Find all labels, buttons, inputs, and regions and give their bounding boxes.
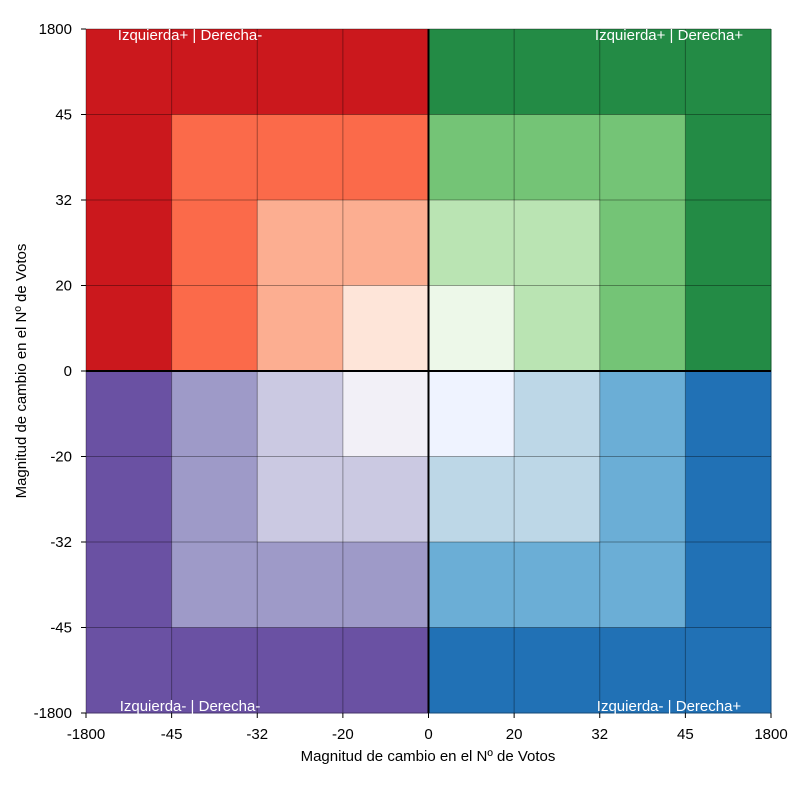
quadrant-label-top-right: Izquierda+ | Derecha+ (595, 27, 743, 44)
heatmap-cell-r7-c3 (342, 627, 429, 714)
heatmap-cell-r7-c5 (514, 627, 601, 714)
heatmap-cell-r1-c4 (428, 114, 515, 201)
heatmap-cell-r7-c0 (86, 627, 173, 714)
x-tick-label: 20 (506, 726, 523, 743)
heatmap-cell-r6-c6 (599, 542, 686, 628)
x-tick-label: -20 (332, 726, 354, 743)
quadrant-label-bottom-right: Izquierda- | Derecha+ (597, 698, 742, 715)
heatmap-cell-r5-c5 (514, 456, 601, 543)
heatmap-cell-r4-c1 (171, 371, 258, 457)
x-tick-label: 0 (424, 726, 432, 743)
heatmap-cell-r5-c4 (428, 456, 515, 543)
heatmap-cell-r5-c2 (257, 456, 344, 543)
heatmap-cell-r7-c1 (171, 627, 258, 714)
heatmap-cell-r5-c7 (685, 456, 772, 543)
y-tick-label: -45 (50, 620, 72, 637)
heatmap-cell-r4-c2 (257, 371, 344, 457)
heatmap-cell-r1-c1 (171, 114, 258, 201)
center-axes (86, 29, 771, 713)
x-tick-label: -45 (161, 726, 183, 743)
heatmap-cell-r6-c4 (428, 542, 515, 628)
heatmap-cell-r6-c0 (86, 542, 173, 628)
heatmap-cell-r2-c0 (86, 200, 173, 286)
heatmap-cell-r0-c6 (599, 29, 686, 115)
heatmap-cell-r2-c7 (685, 200, 772, 286)
heatmap-cell-r3-c7 (685, 285, 772, 372)
heatmap-cell-r1-c7 (685, 114, 772, 201)
heatmap-cell-r3-c5 (514, 285, 601, 372)
x-tick-label: -1800 (67, 726, 105, 743)
heatmap-cell-r7-c7 (685, 627, 772, 714)
heatmap-cell-r5-c1 (171, 456, 258, 543)
heatmap-cell-r0-c3 (342, 29, 429, 115)
heatmap-cell-r1-c2 (257, 114, 344, 201)
x-tick-label: 45 (677, 726, 694, 743)
heatmap-cell-r4-c4 (428, 371, 515, 457)
quadrant-label-bottom-left: Izquierda- | Derecha- (120, 698, 261, 715)
heatmap-cells (86, 29, 772, 714)
x-axis-title: Magnitud de cambio en el Nº de Votos (301, 748, 556, 765)
heatmap-cell-r2-c2 (257, 200, 344, 286)
heatmap-cell-r7-c6 (599, 627, 686, 714)
heatmap-cell-r3-c1 (171, 285, 258, 372)
heatmap-cell-r6-c2 (257, 542, 344, 628)
heatmap-cell-r7-c2 (257, 627, 344, 714)
y-tick-label: -20 (50, 449, 72, 466)
heatmap-cell-r7-c4 (428, 627, 515, 714)
heatmap-cell-r3-c0 (86, 285, 173, 372)
heatmap-cell-r5-c0 (86, 456, 173, 543)
y-tick-label: -32 (50, 534, 72, 551)
y-axis-title: Magnitud de cambio en el Nº de Votos (13, 244, 30, 499)
heatmap-cell-r6-c3 (342, 542, 429, 628)
heatmap-cell-r5-c6 (599, 456, 686, 543)
heatmap-cell-r3-c2 (257, 285, 344, 372)
heatmap-cell-r6-c1 (171, 542, 258, 628)
heatmap-cell-r1-c6 (599, 114, 686, 201)
y-tick-label: 32 (55, 192, 72, 209)
x-tick-label: 32 (591, 726, 608, 743)
heatmap-cell-r6-c5 (514, 542, 601, 628)
x-tick-labels: -1800 -45 -32 -20 0 20 32 45 1800 (67, 713, 788, 743)
heatmap-cell-r1-c0 (86, 114, 173, 201)
heatmap-cell-r0-c0 (86, 29, 173, 115)
y-tick-label: 45 (55, 107, 72, 124)
heatmap-cell-r4-c6 (599, 371, 686, 457)
heatmap-cell-r6-c7 (685, 542, 772, 628)
heatmap-cell-r1-c5 (514, 114, 601, 201)
x-tick-label: 1800 (754, 726, 787, 743)
y-tick-labels: 1800 45 32 20 0 -20 -32 -45 -1800 (34, 21, 86, 722)
y-tick-label: -1800 (34, 705, 72, 722)
heatmap-cell-r2-c3 (342, 200, 429, 286)
heatmap-cell-r0-c1 (171, 29, 258, 115)
heatmap-cell-r3-c6 (599, 285, 686, 372)
x-tick-label: -32 (246, 726, 268, 743)
heatmap-cell-r0-c4 (428, 29, 515, 115)
heatmap-cell-r1-c3 (342, 114, 429, 201)
y-tick-label: 20 (55, 278, 72, 295)
heatmap-cell-r2-c4 (428, 200, 515, 286)
heatmap-cell-r3-c4 (428, 285, 515, 372)
heatmap-cell-r4-c0 (86, 371, 173, 457)
heatmap-cell-r0-c2 (257, 29, 344, 115)
heatmap-cell-r4-c7 (685, 371, 772, 457)
heatmap-cell-r2-c6 (599, 200, 686, 286)
heatmap-cell-r4-c3 (342, 371, 429, 457)
heatmap-cell-r2-c5 (514, 200, 601, 286)
heatmap-cell-r0-c7 (685, 29, 772, 115)
quadrant-label-top-left: Izquierda+ | Derecha- (118, 27, 262, 44)
y-tick-label: 1800 (39, 21, 72, 38)
heatmap-cell-r0-c5 (514, 29, 601, 115)
heatmap-cell-r5-c3 (342, 456, 429, 543)
heatmap-cell-r4-c5 (514, 371, 601, 457)
y-tick-label: 0 (64, 363, 72, 380)
heatmap-cell-r2-c1 (171, 200, 258, 286)
heatmap-cell-r3-c3 (342, 285, 429, 372)
